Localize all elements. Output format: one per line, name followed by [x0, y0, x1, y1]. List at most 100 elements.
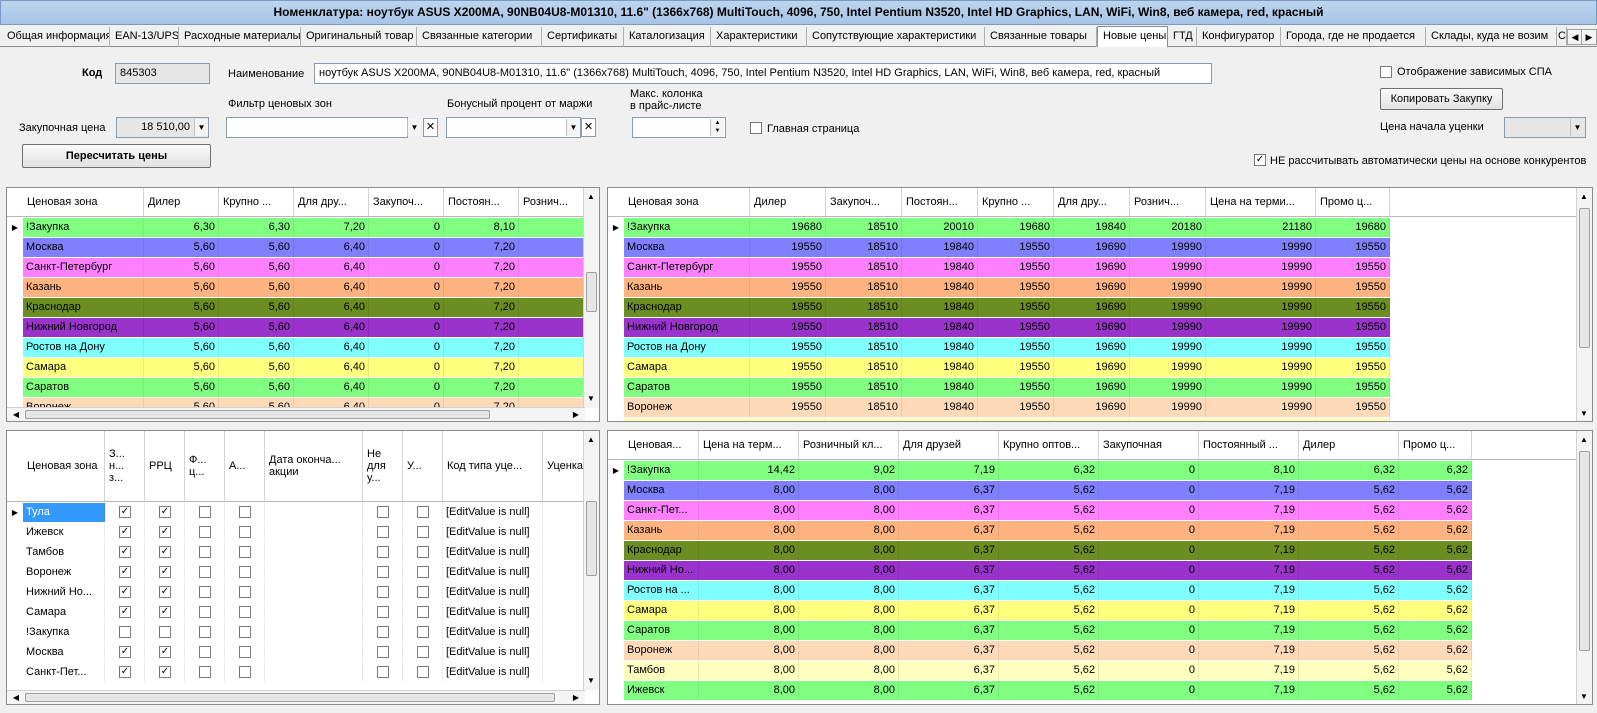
table-cell[interactable]: 6,37	[899, 541, 999, 560]
unchecked-checkbox[interactable]	[239, 626, 251, 638]
zone-name-cell[interactable]: Казань	[23, 278, 144, 297]
table-cell[interactable]: 8,00	[799, 661, 899, 680]
table-cell[interactable]: 7,19	[1199, 541, 1299, 560]
table-cell[interactable]: 8,00	[799, 561, 899, 580]
scroll-down-icon[interactable]: ▼	[1580, 692, 1588, 701]
table-cell[interactable]: 6,37	[899, 641, 999, 660]
main-page-checkbox[interactable]	[750, 122, 762, 134]
row-indicator[interactable]	[608, 681, 624, 701]
col-wholesale[interactable]: Крупно ...	[219, 188, 294, 216]
table-cell[interactable]: 6,30	[144, 218, 219, 237]
zone-name-cell[interactable]: Саратов	[624, 621, 699, 640]
table-row[interactable]: Ижевск 8,00 8,00 6,37 5,62 0 7,19 5,62 5,62	[608, 681, 1472, 701]
table-cell[interactable]: 6,40	[294, 338, 369, 357]
table-cell-checkbox[interactable]	[225, 523, 265, 542]
table-cell[interactable]: 19840	[902, 298, 978, 317]
col-markdown-type-code[interactable]: Код типа уце...	[443, 431, 543, 501]
row-indicator[interactable]	[608, 378, 624, 398]
row-indicator[interactable]	[608, 481, 624, 501]
table-cell[interactable]: 5,62	[1299, 621, 1399, 640]
table-cell[interactable]: 19990	[1130, 278, 1206, 297]
table-row[interactable]: Краснодар 8,00 8,00 6,37 5,62 0 7,19 5,62 5,62	[608, 541, 1472, 561]
row-indicator[interactable]	[608, 521, 624, 541]
table-cell[interactable]: 8,10	[1199, 461, 1299, 480]
table-cell[interactable]: 7,20	[444, 318, 519, 337]
table-cell[interactable]: 7,20	[444, 338, 519, 357]
dependent-spa-checkbox[interactable]	[1380, 66, 1392, 78]
table-cell-checkbox[interactable]	[363, 523, 403, 542]
table-cell[interactable]: 19550	[750, 298, 826, 317]
col-wholesale[interactable]: Крупно ...	[978, 188, 1054, 216]
zone-name-cell[interactable]: Самара	[624, 358, 750, 377]
col-friends[interactable]: Для друзей	[899, 431, 999, 459]
table-row[interactable]: ▶ !Закупка 14,42 9,02 7,19 6,32 0 8,10 6,32 6,32	[608, 461, 1472, 481]
table-cell[interactable]: 5,62	[1299, 561, 1399, 580]
table-cell[interactable]: 19990	[1130, 258, 1206, 277]
table-row[interactable]: Тамбов 8,00 8,00 6,37 5,62 0 7,19 5,62 5,62	[608, 661, 1472, 681]
table-cell-checkbox[interactable]	[403, 663, 443, 682]
vertical-scrollbar[interactable]: ▲ ▼	[583, 431, 599, 690]
unchecked-checkbox[interactable]	[377, 506, 389, 518]
table-cell[interactable]: 18510	[826, 418, 902, 421]
col-purchase[interactable]: Закупочная	[1099, 431, 1199, 459]
table-cell-checkbox[interactable]: ✓	[145, 663, 185, 682]
checked-checkbox[interactable]: ✓	[159, 646, 171, 658]
zone-name-cell[interactable]: Саратов	[23, 378, 144, 397]
table-row[interactable]: Нижний Новгород 5,60 5,60 6,40 0 7,20	[7, 318, 585, 338]
table-cell-checkbox[interactable]	[225, 603, 265, 622]
bonus-percent-select[interactable]	[446, 117, 581, 138]
table-cell[interactable]: 0	[1099, 581, 1199, 600]
table-cell[interactable]: 6,37	[899, 561, 999, 580]
table-cell[interactable]: 19550	[1316, 358, 1390, 377]
copy-purchase-button[interactable]: Копировать Закупку	[1380, 88, 1503, 110]
table-cell[interactable]: 5,62	[999, 681, 1099, 700]
table-cell[interactable]: 5,60	[144, 298, 219, 317]
table-cell[interactable]: 19680	[750, 218, 826, 237]
table-cell-checkbox[interactable]	[185, 543, 225, 562]
table-row[interactable]: ▶ Тула ✓ ✓ [EditValue is null]	[7, 503, 585, 523]
table-cell[interactable]: 5,62	[1299, 681, 1399, 700]
row-indicator[interactable]	[7, 258, 23, 278]
table-cell[interactable]	[519, 318, 585, 337]
table-cell[interactable]	[265, 623, 363, 642]
table-cell-checkbox[interactable]	[363, 503, 403, 522]
col-wholesale[interactable]: Крупно оптов...	[999, 431, 1099, 459]
table-cell[interactable]: 18510	[826, 258, 902, 277]
col-price-zone[interactable]: Ценовая зона	[23, 188, 144, 216]
spin-down-icon[interactable]: ▼	[710, 127, 724, 136]
table-cell[interactable]: 18510	[826, 318, 902, 337]
row-indicator[interactable]	[608, 541, 624, 561]
table-cell[interactable]: 20180	[1130, 218, 1206, 237]
table-cell-checkbox[interactable]	[403, 643, 443, 662]
table-row[interactable]: Санкт-Пет... 8,00 8,00 6,37 5,62 0 7,19 5,62 5,6…	[608, 501, 1472, 521]
table-row[interactable]: Казань 5,60 5,60 6,40 0 7,20	[7, 278, 585, 298]
table-cell[interactable]: 19680	[1316, 218, 1390, 237]
table-cell[interactable]: 19990	[1206, 258, 1316, 277]
col-not-for-u[interactable]: Не для у...	[363, 431, 403, 501]
unchecked-checkbox[interactable]	[199, 566, 211, 578]
col-u[interactable]: У...	[403, 431, 443, 501]
table-cell[interactable]: 5,62	[1399, 681, 1472, 700]
table-cell[interactable]: 19690	[1054, 258, 1130, 277]
table-cell[interactable]: 6,32	[999, 461, 1099, 480]
unchecked-checkbox[interactable]	[199, 546, 211, 558]
table-cell[interactable]: 0	[1099, 501, 1199, 520]
table-cell[interactable]: 6,37	[899, 501, 999, 520]
tab-related-categories[interactable]: Связанные категории	[417, 27, 542, 47]
table-cell[interactable]: 5,60	[219, 258, 294, 277]
row-indicator[interactable]	[7, 583, 23, 603]
unchecked-checkbox[interactable]	[417, 506, 429, 518]
zone-name-cell[interactable]: Ростов на Дону	[23, 338, 144, 357]
unchecked-checkbox[interactable]	[377, 626, 389, 638]
table-cell[interactable]: 0	[1099, 561, 1199, 580]
table-cell-checkbox[interactable]	[105, 623, 145, 642]
unchecked-checkbox[interactable]	[377, 646, 389, 658]
row-indicator[interactable]	[608, 661, 624, 681]
table-cell[interactable]: 19550	[978, 318, 1054, 337]
zone-name-cell[interactable]: Тамбов	[624, 418, 750, 421]
table-cell[interactable]: 6,37	[899, 581, 999, 600]
table-cell[interactable]	[265, 663, 363, 682]
table-cell[interactable]: 18510	[826, 278, 902, 297]
table-cell[interactable]: 7,20	[444, 238, 519, 257]
col-promo-end-date[interactable]: Дата оконча... акции	[265, 431, 363, 501]
